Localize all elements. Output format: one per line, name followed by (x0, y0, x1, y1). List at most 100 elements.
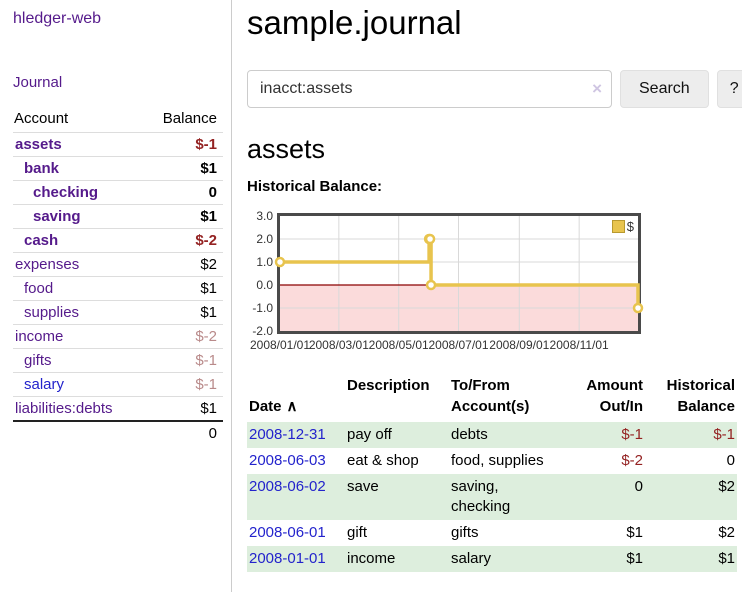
table-row: 2008-12-31 pay off debts $-1 $-1 (247, 422, 737, 448)
accounts-table: Account Balance assets $-1 bank $1 checking 0… (13, 108, 223, 446)
register-header-row: Date ∧ Description To/From Account(s) Amo… (247, 372, 737, 422)
account-row: food $1 (13, 276, 223, 300)
transaction-accounts: food, supplies (451, 452, 544, 469)
transaction-amount: $1 (626, 550, 643, 567)
sidebar-account-link[interactable]: income (15, 328, 64, 345)
account-balance: $-2 (195, 328, 217, 345)
transaction-amount: 0 (634, 478, 643, 495)
balance-column-header: Historical Balance (666, 377, 735, 415)
sidebar-account-link[interactable]: saving (33, 208, 81, 225)
sidebar-item-journal[interactable]: Journal (13, 74, 63, 91)
x-axis-tick-label: 2008/05/01 (368, 338, 429, 352)
transaction-description: eat & shop (347, 452, 419, 469)
transaction-amount: $1 (626, 524, 643, 541)
account-row: bank $1 (13, 156, 223, 180)
x-axis-tick-label: 2008/07/01 (428, 338, 489, 352)
account-balance: $-2 (195, 232, 217, 249)
data-point-marker[interactable] (632, 302, 644, 314)
sidebar-account-link[interactable]: cash (24, 232, 59, 249)
y-axis-tick-label: 3.0 (256, 209, 273, 223)
y-axis-tick-label: -1.0 (252, 301, 273, 315)
account-row: gifts $-1 (13, 348, 223, 372)
sidebar-account-link[interactable]: supplies (24, 304, 80, 321)
legend-label: $ (626, 219, 634, 234)
sidebar: hledger-web Journal Account Balance asse… (0, 0, 232, 592)
transaction-description: pay off (347, 426, 392, 443)
y-axis-tick-label: -2.0 (252, 324, 273, 338)
account-heading: assets (247, 134, 326, 164)
chart-title: Historical Balance: (247, 178, 383, 195)
sidebar-account-link[interactable]: food (24, 280, 54, 297)
app-brand-link[interactable]: hledger-web (13, 10, 102, 27)
chart-svg (274, 216, 644, 331)
account-row: income $-2 (13, 324, 223, 348)
table-row: 2008-06-01 gift gifts $1 $2 (247, 520, 737, 546)
x-axis-tick-label: 2008/09/01 (489, 338, 550, 352)
transaction-accounts: salary (451, 550, 492, 567)
sidebar-account-link[interactable]: assets (15, 136, 62, 153)
account-column-header: Account (14, 110, 69, 127)
account-balance: $-1 (195, 376, 217, 393)
account-balance: $1 (200, 208, 217, 225)
total-balance: 0 (208, 425, 217, 442)
transaction-accounts: debts (451, 426, 488, 443)
chart-plot-area: $ (274, 213, 644, 334)
account-balance: $2 (200, 256, 217, 273)
search-bar: × Search ? (247, 70, 742, 108)
balance-chart: 3.0 2.0 1.0 0.0 -1.0 -2.0 $ 2008/01/01 2008/03… (247, 206, 727, 356)
sidebar-account-link[interactable]: expenses (15, 256, 80, 273)
data-point-marker[interactable] (424, 233, 436, 245)
sidebar-account-link[interactable]: salary (24, 376, 65, 393)
account-row: salary $-1 (13, 372, 223, 396)
search-button[interactable]: Search (620, 70, 709, 108)
account-row: cash $-2 (13, 228, 223, 252)
description-column-header: Description (347, 377, 430, 394)
help-button[interactable]: ? (716, 70, 742, 108)
data-point-marker[interactable] (425, 279, 437, 291)
account-balance: $-1 (195, 352, 217, 369)
account-row: supplies $1 (13, 300, 223, 324)
tofrom-column-header: To/From Account(s) (451, 377, 530, 415)
account-balance: $1 (200, 160, 217, 177)
y-axis-tick-label: 1.0 (256, 255, 273, 269)
transaction-date-link[interactable]: 2008-06-01 (249, 524, 326, 541)
transaction-accounts: gifts (451, 524, 479, 541)
sidebar-account-link[interactable]: gifts (24, 352, 52, 369)
account-row: assets $-1 (13, 132, 223, 156)
transaction-date-link[interactable]: 2008-06-03 (249, 452, 326, 469)
page-title: sample.journal (247, 4, 462, 41)
transaction-balance: $-1 (713, 426, 735, 443)
account-row: expenses $2 (13, 252, 223, 276)
table-row: 2008-06-02 save saving, checking 0 $2 (247, 474, 737, 520)
y-axis-tick-label: 0.0 (256, 278, 273, 292)
transaction-amount: $-1 (621, 426, 643, 443)
x-axis-tick-label: 2008/11/01 (549, 338, 609, 352)
account-balance: $1 (200, 400, 217, 417)
search-input[interactable] (247, 70, 612, 108)
clear-search-icon[interactable]: × (592, 79, 602, 98)
transaction-balance: 0 (726, 452, 735, 469)
accounts-table-header: Account Balance (13, 108, 223, 132)
transaction-description: gift (347, 524, 368, 541)
date-column-header[interactable]: Date ∧ (249, 398, 298, 415)
register-table: Date ∧ Description To/From Account(s) Amo… (247, 372, 737, 572)
sidebar-account-link[interactable]: bank (24, 160, 60, 177)
transaction-balance: $2 (718, 478, 735, 495)
sidebar-account-link[interactable]: liabilities:debts (15, 400, 113, 417)
transaction-date-link[interactable]: 2008-01-01 (249, 550, 326, 567)
main-content: sample.journal × Search ? assets Histori… (232, 0, 742, 592)
x-axis-tick-label: 2008/03/01 (308, 338, 369, 352)
transaction-description: income (347, 550, 396, 567)
transaction-date-link[interactable]: 2008-12-31 (249, 426, 326, 443)
y-axis-tick-label: 2.0 (256, 232, 273, 246)
data-point-marker[interactable] (274, 256, 286, 268)
transaction-balance: $1 (718, 550, 735, 567)
transaction-date-link[interactable]: 2008-06-02 (249, 478, 326, 495)
chart-legend: $ (611, 219, 634, 234)
account-balance: 0 (208, 184, 217, 201)
sidebar-account-link[interactable]: checking (33, 184, 99, 201)
table-row: 2008-01-01 income salary $1 $1 (247, 546, 737, 572)
sort-ascending-icon: ∧ (286, 398, 298, 415)
account-row: checking 0 (13, 180, 223, 204)
amount-column-header: Amount Out/In (586, 377, 643, 415)
